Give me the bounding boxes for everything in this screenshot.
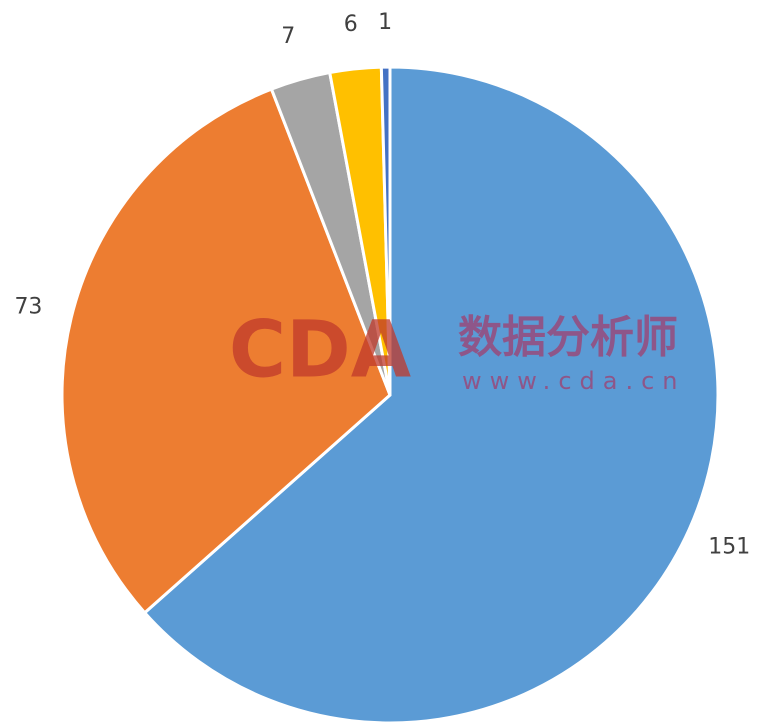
data-label: 6 xyxy=(344,12,358,37)
watermark-url: www.cda.cn xyxy=(462,367,685,395)
data-label: 1 xyxy=(378,10,392,35)
pie xyxy=(60,65,720,724)
data-label: 73 xyxy=(14,294,42,319)
data-label: 7 xyxy=(281,24,295,49)
data-labels: 151 73 7 6 1 xyxy=(14,10,750,559)
pie-slice xyxy=(143,65,720,724)
watermark-logo: CDA xyxy=(229,305,411,395)
pie-slice xyxy=(379,65,392,397)
pie-slice xyxy=(60,87,392,615)
watermark-name: 数据分析师 xyxy=(458,312,678,363)
watermark: CDA 数据分析师 www.cda.cn xyxy=(229,305,685,395)
data-label: 151 xyxy=(708,535,750,560)
